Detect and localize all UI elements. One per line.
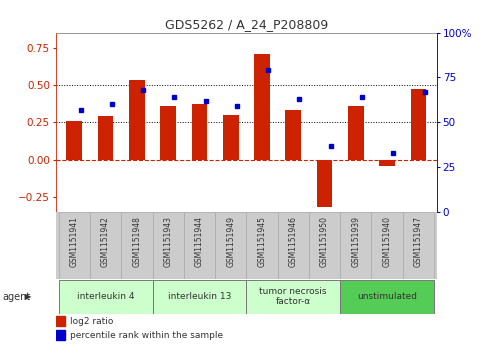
Text: ▶: ▶ <box>25 292 31 301</box>
Bar <box>340 280 434 314</box>
Bar <box>309 212 340 279</box>
Text: GSM1151940: GSM1151940 <box>383 216 392 267</box>
Bar <box>215 212 246 279</box>
Bar <box>348 106 364 160</box>
Title: GDS5262 / A_24_P208809: GDS5262 / A_24_P208809 <box>165 19 328 32</box>
Text: GSM1151950: GSM1151950 <box>320 216 329 267</box>
Bar <box>56 330 65 340</box>
Bar <box>223 115 239 160</box>
Bar <box>192 104 207 160</box>
Text: GSM1151948: GSM1151948 <box>132 216 142 267</box>
Bar <box>246 212 278 279</box>
Bar <box>153 212 184 279</box>
Bar <box>403 212 434 279</box>
Text: agent: agent <box>2 291 30 302</box>
Bar <box>411 89 426 160</box>
Text: interleukin 4: interleukin 4 <box>77 292 134 301</box>
Bar <box>56 316 65 326</box>
Bar <box>153 280 246 314</box>
Text: GSM1151941: GSM1151941 <box>70 216 79 267</box>
Bar <box>184 212 215 279</box>
Text: GSM1151939: GSM1151939 <box>351 216 360 267</box>
Text: GSM1151945: GSM1151945 <box>257 216 267 267</box>
Text: GSM1151946: GSM1151946 <box>289 216 298 267</box>
Text: GSM1151947: GSM1151947 <box>414 216 423 267</box>
Text: percentile rank within the sample: percentile rank within the sample <box>70 331 223 340</box>
Text: interleukin 13: interleukin 13 <box>168 292 231 301</box>
Text: log2 ratio: log2 ratio <box>70 317 114 326</box>
Bar <box>340 212 371 279</box>
Text: GSM1151944: GSM1151944 <box>195 216 204 267</box>
Text: tumor necrosis
factor-α: tumor necrosis factor-α <box>259 287 327 306</box>
Text: GSM1151949: GSM1151949 <box>226 216 235 267</box>
Bar <box>285 110 301 160</box>
Bar <box>58 212 90 279</box>
Bar <box>379 160 395 166</box>
Bar <box>67 121 82 160</box>
Bar <box>278 212 309 279</box>
Bar <box>317 160 332 207</box>
Bar <box>58 280 153 314</box>
Text: GSM1151942: GSM1151942 <box>101 216 110 267</box>
Bar <box>98 116 114 160</box>
Text: unstimulated: unstimulated <box>357 292 417 301</box>
Bar <box>160 106 176 160</box>
Bar <box>246 280 340 314</box>
Bar <box>121 212 153 279</box>
Bar <box>371 212 403 279</box>
Bar <box>254 54 270 160</box>
Text: GSM1151943: GSM1151943 <box>164 216 172 267</box>
Bar <box>90 212 121 279</box>
Bar <box>129 81 145 160</box>
